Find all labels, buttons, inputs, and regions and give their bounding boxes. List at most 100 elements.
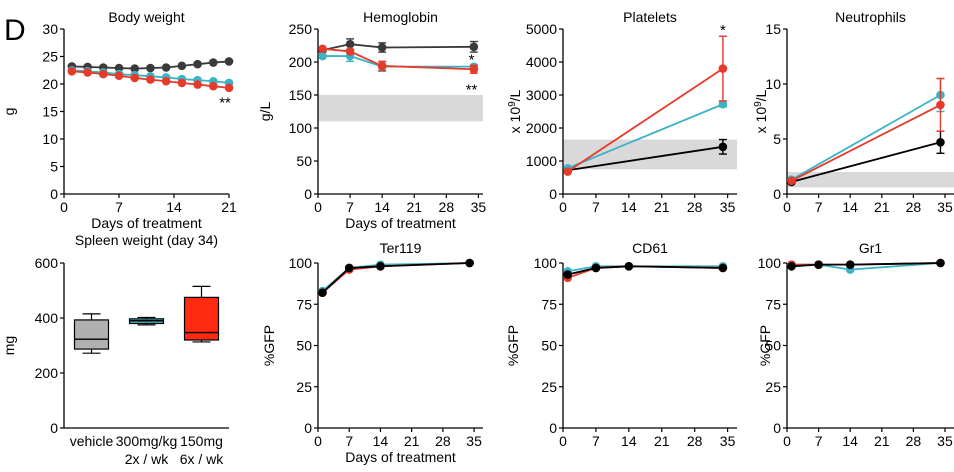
y-tick-label: 0: [773, 420, 781, 436]
x-tick-label: 28: [435, 433, 451, 449]
y-tick-label: 75: [765, 296, 781, 312]
y-tick-label: 5: [773, 131, 781, 147]
y-tick-label: 3000: [526, 87, 557, 103]
y-axis-label: g/L: [257, 102, 273, 122]
x-tick-label: 14: [374, 199, 390, 215]
series-line: [791, 94, 941, 181]
x-tick-label: 14: [842, 199, 858, 215]
x-tick-label: 28: [687, 199, 703, 215]
x-tick-label: 7: [115, 199, 123, 215]
x-tick-label: 21: [221, 199, 237, 215]
x-tick-label: 0: [783, 199, 791, 215]
data-point: [787, 262, 796, 271]
y-tick-label: 100: [758, 255, 782, 271]
x-axis-label: Days of treatment: [345, 215, 456, 231]
data-point: [177, 78, 187, 88]
x-tick-label: 7: [345, 433, 353, 449]
data-point: [469, 64, 479, 74]
y-axis-label: %GFP: [505, 325, 521, 366]
x-tick-label: 35: [720, 433, 736, 449]
y-tick-label: 0: [304, 186, 312, 202]
y-tick-label: 25: [541, 379, 557, 395]
x-tick-label: 35: [937, 199, 953, 215]
series-line: [321, 262, 470, 294]
y-axis-label: %GFP: [757, 325, 773, 366]
chart-title: Spleen weight (day 34): [75, 232, 218, 248]
data-point: [377, 43, 387, 52]
y-tick-label: 75: [296, 296, 312, 312]
y-tick-label: 30: [42, 21, 58, 37]
chart-spleen-weight: Spleen weight (day 34) mg 0 200 400 600 vehicl…: [1, 232, 229, 467]
x-tick-label: 7: [815, 199, 823, 215]
x-tick-label: 21: [654, 433, 670, 449]
data-point: [193, 80, 202, 89]
data-point: [469, 42, 479, 52]
significance-marker: *: [720, 22, 726, 39]
data-point: [318, 288, 327, 298]
chart-title: Gr1: [859, 240, 883, 256]
x-tick-label: 21: [874, 433, 890, 449]
x-tick-label: 14: [373, 433, 389, 449]
chart-title: Hemoglobin: [363, 9, 438, 25]
series-line: [321, 262, 470, 294]
x-tick-label: 28: [687, 433, 703, 449]
data-point: [718, 99, 728, 109]
data-point: [814, 260, 823, 269]
chart-title: CD61: [632, 240, 668, 256]
y-tick-label: 0: [773, 186, 781, 202]
x-tick-label: 0: [314, 433, 322, 449]
data-point: [718, 142, 728, 152]
x-tick-label: 0: [559, 199, 567, 215]
y-axis-label: %GFP: [261, 325, 277, 366]
data-point: [161, 76, 171, 86]
data-point: [591, 263, 601, 273]
chart-title: Body weight: [108, 9, 184, 25]
y-tick-label: 200: [289, 54, 313, 70]
x-tick-label: 28: [906, 199, 922, 215]
data-point: [208, 81, 218, 91]
data-point: [345, 39, 355, 49]
data-point: [146, 63, 155, 73]
y-tick-label: 0: [50, 420, 58, 436]
data-point: [193, 59, 202, 69]
x-tick-label: 7: [592, 199, 600, 215]
significance-marker: *: [469, 52, 475, 69]
y-axis-label: g: [1, 108, 17, 116]
y-tick-label: 4000: [526, 54, 557, 70]
significance-marker: **: [466, 81, 478, 98]
x-axis-label: Days of treatment: [345, 449, 456, 465]
data-point: [130, 73, 140, 83]
x-tick-label: 21: [874, 199, 890, 215]
normal-range-band: [318, 95, 483, 122]
data-point: [318, 51, 327, 61]
series-line: [567, 67, 724, 173]
y-tick-label: 1000: [526, 153, 557, 169]
y-tick-label: 20: [42, 76, 58, 92]
data-point: [845, 260, 855, 269]
chart-title: Ter119: [380, 240, 422, 256]
x-tick-label: 0: [783, 433, 791, 449]
chart-gr1: Gr1 %GFP 0 25 50 75 100 0 7 14 21 28 35: [757, 240, 954, 449]
x-tick-label: 7: [592, 433, 600, 449]
y-tick-label: 50: [296, 153, 312, 169]
data-point: [224, 57, 234, 66]
significance-marker: **: [219, 95, 231, 112]
x-tick-label: 35: [720, 199, 736, 215]
series-line: [321, 262, 470, 292]
x-tick-label: 0: [60, 199, 68, 215]
series-line: [567, 145, 724, 172]
y-tick-label: 5: [50, 159, 58, 175]
x-tick-label: 7: [346, 199, 354, 215]
y-tick-label: 0: [549, 420, 557, 436]
y-tick-label: 5000: [526, 21, 557, 37]
category-label: 300mg/kg: [116, 433, 177, 449]
y-tick-label: 50: [541, 338, 557, 354]
chart-body-weight: Body weight g 0 5 10 15 20 25 30 0 7 14 21 Days of tr…: [1, 9, 237, 231]
data-point: [936, 258, 945, 268]
y-axis-label: x 109/L: [507, 89, 523, 133]
data-point: [177, 61, 187, 71]
y-tick-label: 25: [765, 379, 781, 395]
data-point: [936, 138, 945, 147]
